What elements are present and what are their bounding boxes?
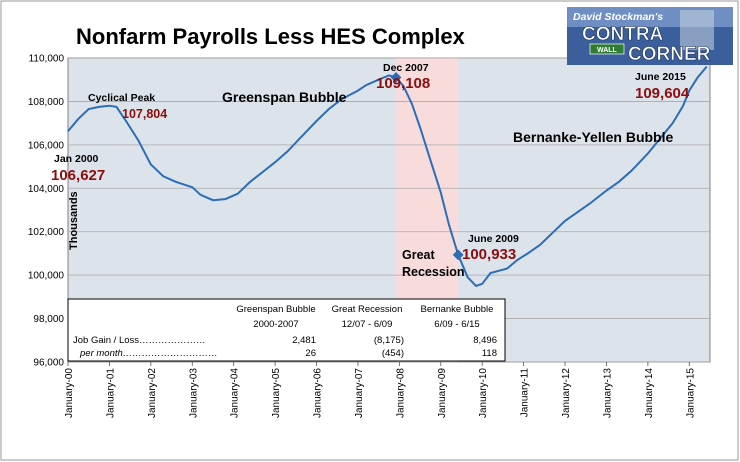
y-tick-label: 106,000 bbox=[28, 140, 65, 151]
chart-title: Nonfarm Payrolls Less HES Complex bbox=[76, 24, 466, 49]
logo-byline: David Stockman's bbox=[573, 11, 663, 23]
summary-table-box bbox=[67, 298, 506, 362]
annotation-cyclical-peak-label: Cyclical Peak bbox=[88, 92, 155, 104]
logo-corner: CORNER bbox=[628, 44, 711, 65]
logo-sign-text: WALL bbox=[597, 47, 618, 54]
x-tick-label: January-13 bbox=[602, 368, 613, 418]
x-tick-label: January-12 bbox=[561, 368, 572, 418]
x-tick-label: January-00 bbox=[64, 368, 75, 418]
summary-table: Greenspan Bubble Great Recession Bernank… bbox=[67, 298, 506, 362]
marker-dec-2007 bbox=[390, 72, 402, 83]
x-tick-label: January-06 bbox=[313, 368, 324, 418]
annotation-cyclical-peak-value: 107,804 bbox=[122, 107, 167, 121]
x-tick-label: January-11 bbox=[520, 368, 531, 418]
x-axis-ticks: January-00 January-01 January-02 January-03… bbox=[64, 362, 696, 418]
table-cell-per-month-recession: (454) bbox=[382, 348, 404, 359]
y-tick-label: 108,000 bbox=[28, 97, 65, 108]
y-tick-label: 102,000 bbox=[28, 227, 65, 238]
y-tick-label: 96,000 bbox=[33, 358, 64, 369]
annotation-jan-2000-label: Jan 2000 bbox=[54, 153, 99, 165]
x-tick-label: January-07 bbox=[354, 368, 365, 418]
phase-label-recession: Recession bbox=[402, 265, 465, 279]
table-header-recession: Great Recession bbox=[332, 304, 403, 315]
phase-label-greenspan: Greenspan Bubble bbox=[222, 89, 347, 105]
capitol-dome-icon bbox=[680, 10, 714, 50]
y-tick-label: 110,000 bbox=[29, 54, 65, 65]
logo-contra: CONTRA bbox=[582, 24, 664, 45]
x-tick-label: January-02 bbox=[147, 368, 158, 418]
contra-corner-logo: David Stockman's CONTRA WALL CORNER bbox=[567, 7, 733, 65]
x-tick-label: January-05 bbox=[271, 368, 282, 418]
marker-jun-2009 bbox=[452, 249, 464, 261]
table-header-greenspan: Greenspan Bubble bbox=[236, 304, 315, 315]
annotation-jan-2000-value: 106,627 bbox=[51, 167, 105, 184]
payrolls-line bbox=[67, 65, 708, 288]
table-header-bernanke: Bernanke Bubble bbox=[421, 304, 494, 315]
annotation-jun-2015-value: 109,604 bbox=[635, 85, 690, 102]
y-tick-label: 104,000 bbox=[28, 184, 65, 195]
y-tick-label: 100,000 bbox=[28, 271, 65, 282]
x-tick-label: January-04 bbox=[230, 368, 241, 418]
x-tick-label: January-10 bbox=[478, 368, 489, 418]
table-cell-job-gain-bernanke: 8,496 bbox=[473, 335, 497, 346]
y-tick-label: 98,000 bbox=[33, 314, 64, 325]
table-row-label-job-gain: Job Gain / Loss………………… bbox=[73, 335, 206, 346]
x-tick-label: January-15 bbox=[685, 368, 696, 418]
table-period-bernanke: 6/09 - 6/15 bbox=[434, 319, 479, 330]
table-row-label-per-month: per month………………………… bbox=[79, 348, 218, 359]
table-period-greenspan: 2000-2007 bbox=[253, 319, 298, 330]
y-axis-ticks: 96,000 98,000 100,000 102,000 104,000 106,000… bbox=[28, 54, 65, 369]
annotation-jun-2009-label: June 2009 bbox=[468, 233, 519, 245]
table-cell-per-month-bernanke: 118 bbox=[482, 348, 497, 359]
x-tick-label: January-08 bbox=[395, 368, 406, 418]
x-tick-label: January-03 bbox=[188, 368, 199, 418]
table-period-recession: 12/07 - 6/09 bbox=[342, 319, 393, 330]
annotation-dec-2007-value: 109,108 bbox=[376, 75, 430, 92]
table-cell-job-gain-recession: (8,175) bbox=[374, 335, 404, 346]
phase-label-bernanke-yellen: Bernanke-Yellen Bubble bbox=[513, 129, 673, 145]
x-tick-label: January-01 bbox=[105, 368, 116, 418]
x-tick-label: January-14 bbox=[644, 368, 655, 418]
table-cell-job-gain-greenspan: 2,481 bbox=[292, 335, 316, 346]
y-axis-label: Thousands bbox=[68, 191, 80, 250]
annotation-jun-2015-label: June 2015 bbox=[635, 71, 686, 83]
annotation-jun-2009-value: 100,933 bbox=[462, 246, 516, 263]
annotation-dec-2007-label: Dec 2007 bbox=[383, 62, 429, 74]
x-tick-label: January-09 bbox=[437, 368, 448, 418]
table-cell-per-month-greenspan: 26 bbox=[305, 348, 316, 359]
phase-label-great: Great bbox=[402, 248, 435, 262]
wall-street-sign-icon bbox=[589, 43, 625, 55]
